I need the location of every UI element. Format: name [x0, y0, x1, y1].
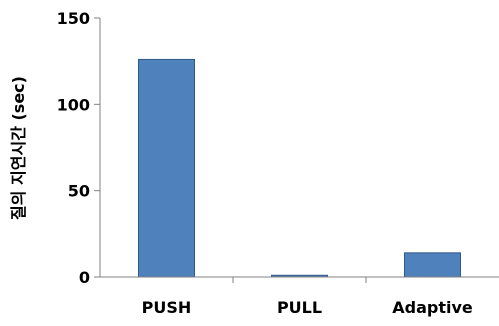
y-tick-label: 50	[68, 182, 90, 201]
y-tick-label: 0	[79, 268, 90, 287]
y-axis-title: 질의 지연시간 (sec)	[9, 76, 28, 220]
x-category-label: PULL	[277, 298, 322, 317]
x-axis-ticks: PUSH PULL Adaptive	[142, 277, 473, 317]
x-category-label: Adaptive	[392, 298, 473, 317]
bar-adaptive	[404, 252, 461, 278]
bars	[138, 58, 461, 278]
y-tick-label: 100	[57, 95, 90, 114]
y-axis-ticks: 0 50 100 150	[57, 9, 100, 287]
x-category-label: PUSH	[142, 298, 192, 317]
y-tick-label: 150	[57, 9, 90, 28]
axes	[99, 18, 499, 278]
bar-push	[138, 58, 195, 278]
